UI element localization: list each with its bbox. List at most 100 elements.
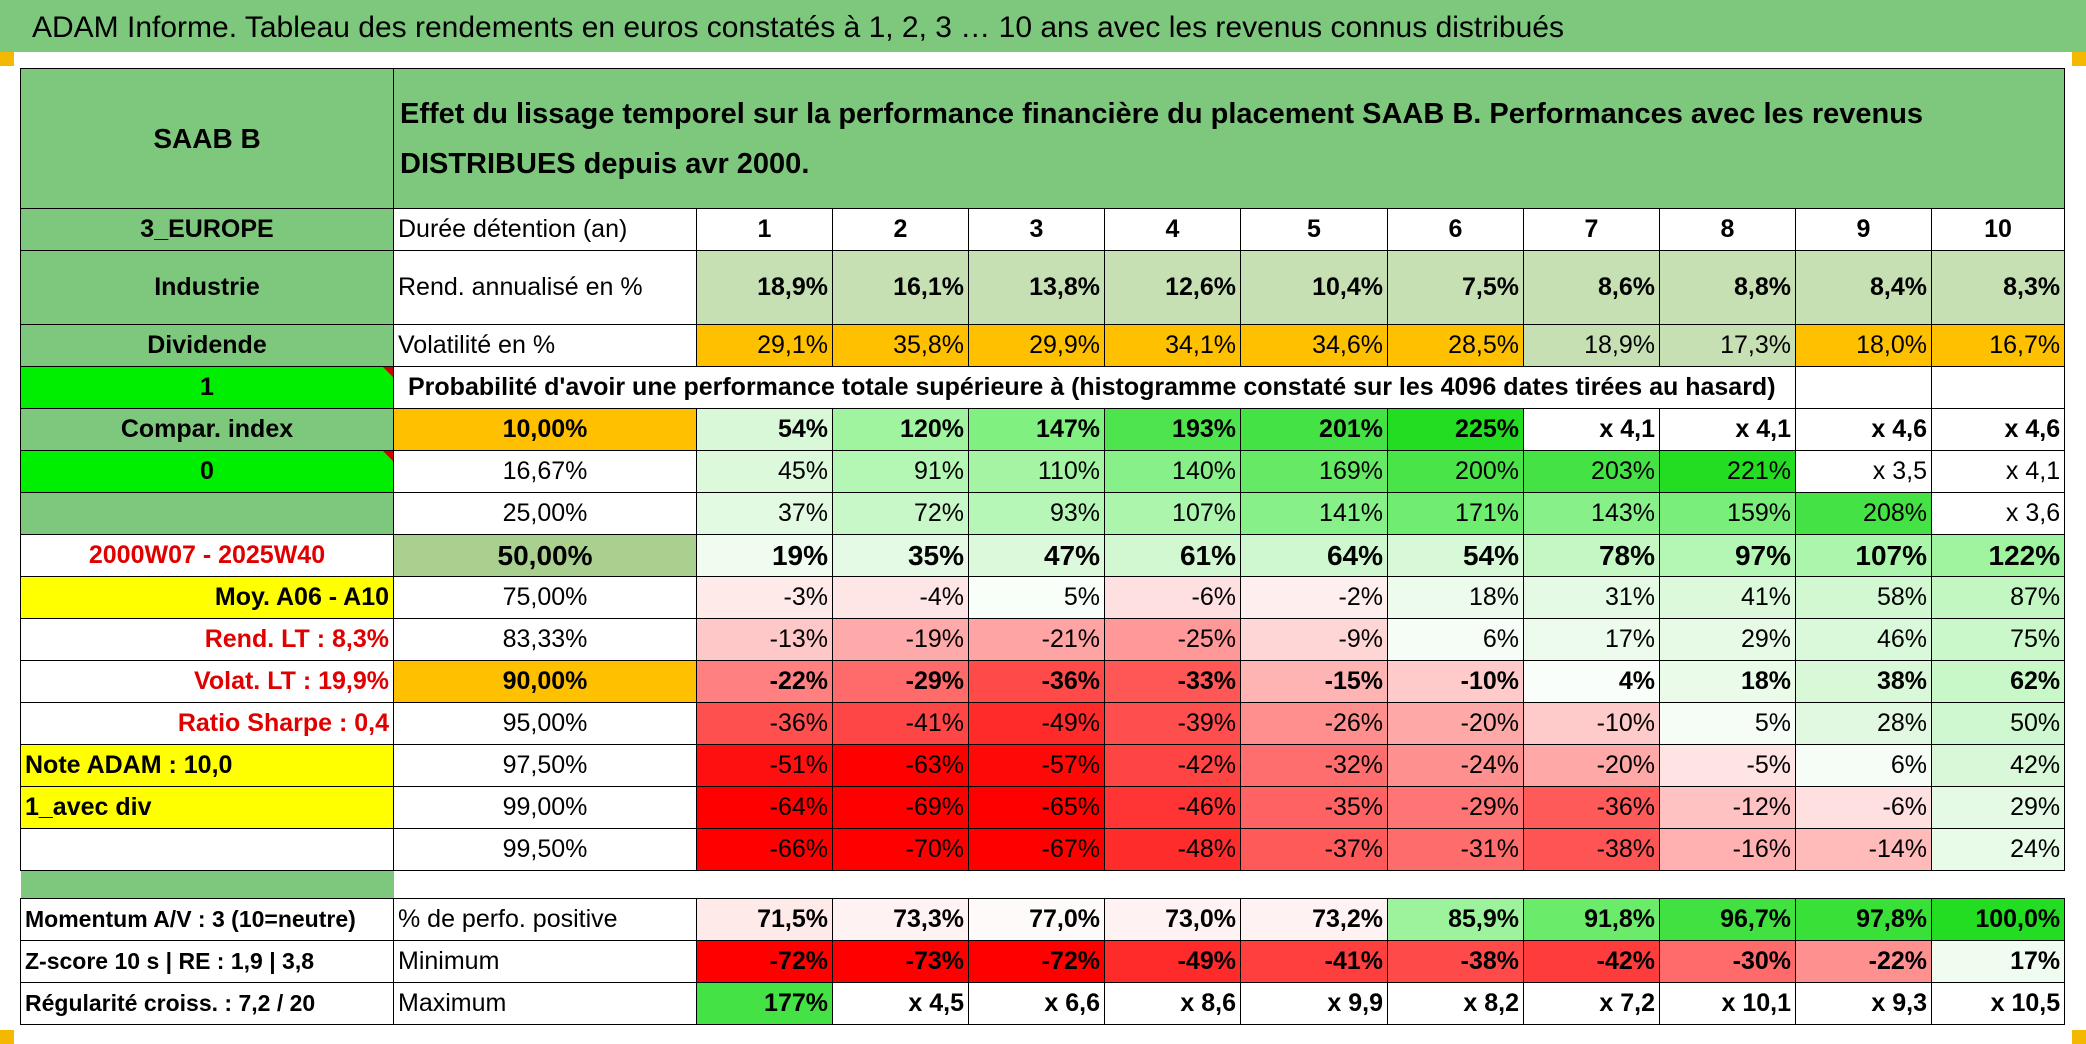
prob-cell: -46% (1104, 786, 1241, 829)
empty-cell (20, 828, 394, 871)
perfo-pos-cell: 97,8% (1795, 898, 1932, 941)
perfo-pos-cell: 96,7% (1659, 898, 1796, 941)
prob-cell: 122% (1930, 534, 2066, 577)
prob-cell: 50% (1930, 702, 2066, 745)
volat-lt: Volat. LT : 19,9% (20, 660, 394, 703)
prob-cell: 47% (968, 534, 1105, 577)
prob-pct: 90,00% (393, 660, 697, 703)
prob-cell: 120% (832, 408, 969, 451)
prob-cell: 42% (1930, 744, 2066, 787)
prob-cell: -19% (832, 618, 969, 661)
compar-index: Compar. index (20, 408, 394, 451)
dividend-label: Dividende (20, 324, 394, 367)
prob-cell: 54% (696, 408, 833, 451)
prob-cell: -22% (696, 660, 833, 703)
prob-cell: 193% (1104, 408, 1241, 451)
prob-cell: 169% (1240, 450, 1388, 493)
prob-cell: -70% (832, 828, 969, 871)
rend-cell: 7,5% (1387, 250, 1524, 325)
year-header: 4 (1104, 208, 1241, 251)
prob-cell: 37% (696, 492, 833, 535)
corner-marker (0, 1030, 14, 1044)
label-duree: Durée détention (an) (393, 208, 697, 251)
year-header: 5 (1240, 208, 1388, 251)
prob-pct: 95,00% (393, 702, 697, 745)
rend-cell: 8,4% (1795, 250, 1932, 325)
prob-cell: 38% (1795, 660, 1932, 703)
prob-pct: 99,50% (393, 828, 697, 871)
year-header: 3 (968, 208, 1105, 251)
prob-cell: 75% (1930, 618, 2066, 661)
prob-cell: 200% (1387, 450, 1524, 493)
prob-pct: 99,00% (393, 786, 697, 829)
prob-cell: -26% (1240, 702, 1388, 745)
sharpe: Ratio Sharpe : 0,4 (20, 702, 394, 745)
perfo-pos-cell: 91,8% (1523, 898, 1660, 941)
prob-cell: 78% (1523, 534, 1660, 577)
maximum-cell: x 8,6 (1104, 982, 1241, 1025)
prob-cell: -3% (696, 576, 833, 619)
rend-cell: 18,9% (696, 250, 833, 325)
volat-cell: 34,6% (1240, 324, 1388, 367)
prob-cell: 110% (968, 450, 1105, 493)
label-maximum: Maximum (393, 982, 697, 1025)
minimum-cell: -49% (1104, 940, 1241, 983)
prob-cell: x 3,6 (1930, 492, 2066, 535)
prob-cell: 28% (1795, 702, 1932, 745)
note-adam: Note ADAM : 10,0 (20, 744, 394, 787)
rend-cell: 10,4% (1240, 250, 1388, 325)
zscore: Z-score 10 s | RE : 1,9 | 3,8 (20, 940, 394, 983)
volat-cell: 34,1% (1104, 324, 1241, 367)
empty-cell (1795, 366, 1932, 409)
momentum: Momentum A/V : 3 (10=neutre) (20, 898, 394, 941)
prob-cell: 87% (1930, 576, 2066, 619)
report-title: ADAM Informe. Tableau des rendements en … (32, 11, 1564, 44)
prob-cell: 58% (1795, 576, 1932, 619)
minimum-cell: -41% (1240, 940, 1388, 983)
prob-cell: -37% (1240, 828, 1388, 871)
year-header: 2 (832, 208, 969, 251)
prob-cell: -21% (968, 618, 1105, 661)
prob-cell: -38% (1523, 828, 1660, 871)
maximum-cell: x 9,3 (1795, 982, 1932, 1025)
prob-cell: 35% (832, 534, 969, 577)
prob-cell: -15% (1240, 660, 1388, 703)
prob-cell: 159% (1659, 492, 1796, 535)
prob-pct: 16,67% (393, 450, 697, 493)
prob-cell: 72% (832, 492, 969, 535)
maximum-cell: x 10,1 (1659, 982, 1796, 1025)
label-minimum: Minimum (393, 940, 697, 983)
perfo-pos-cell: 85,9% (1387, 898, 1524, 941)
label-proba: Probabilité d'avoir une performance tota… (393, 366, 1796, 409)
prob-cell: -20% (1523, 744, 1660, 787)
prob-cell: 64% (1240, 534, 1388, 577)
prob-cell: -20% (1387, 702, 1524, 745)
rend-cell: 8,8% (1659, 250, 1796, 325)
perfo-pos-cell: 73,0% (1104, 898, 1241, 941)
minimum-cell: -38% (1387, 940, 1524, 983)
prob-cell: -29% (832, 660, 969, 703)
prob-cell: -29% (1387, 786, 1524, 829)
prob-cell: 147% (968, 408, 1105, 451)
prob-cell: -13% (696, 618, 833, 661)
empty-cell (1930, 366, 2066, 409)
prob-cell: 140% (1104, 450, 1241, 493)
prob-cell: -12% (1659, 786, 1796, 829)
prob-cell: 24% (1930, 828, 2066, 871)
prob-cell: x 4,1 (1659, 408, 1796, 451)
year-header: 7 (1523, 208, 1660, 251)
prob-pct: 10,00% (393, 408, 697, 451)
prob-cell: 19% (696, 534, 833, 577)
prob-cell: 17% (1523, 618, 1660, 661)
prob-cell: -10% (1523, 702, 1660, 745)
minimum-cell: -73% (832, 940, 969, 983)
rend-cell: 13,8% (968, 250, 1105, 325)
prob-cell: 61% (1104, 534, 1241, 577)
volat-cell: 18,9% (1523, 324, 1660, 367)
maximum-cell: x 10,5 (1930, 982, 2066, 1025)
region: 3_EUROPE (20, 208, 394, 251)
prob-cell: -36% (696, 702, 833, 745)
prob-cell: -64% (696, 786, 833, 829)
spacer-bar (20, 870, 394, 899)
year-header: 10 (1930, 208, 2066, 251)
